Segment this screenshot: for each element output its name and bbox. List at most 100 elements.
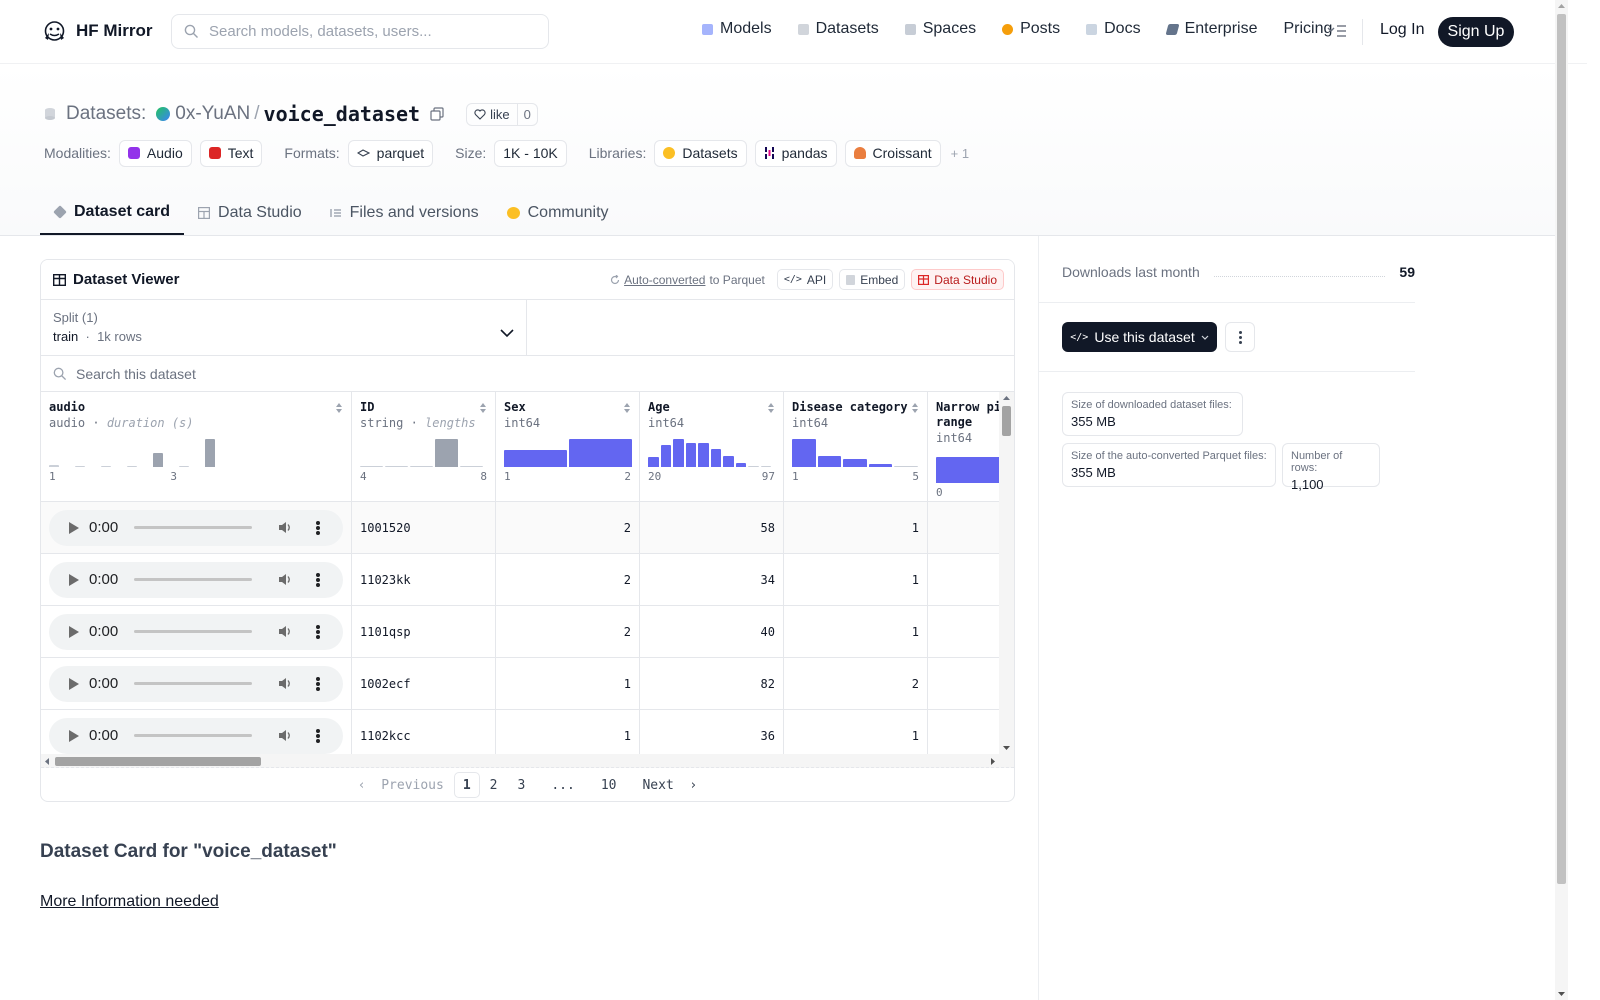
histogram-bar[interactable] [894,465,918,467]
library-pandas-chip[interactable]: pandas [754,139,837,167]
nav-pricing[interactable]: Pricing [1283,20,1332,38]
histogram-bar[interactable] [648,457,659,467]
split-selector[interactable]: Split (1) train · 1k rows [41,300,527,355]
scroll-thumb[interactable] [1002,406,1011,436]
volume-icon[interactable] [278,625,292,638]
histogram-bar[interactable] [179,465,189,467]
histogram-bar[interactable] [936,457,999,483]
histogram-bar[interactable] [101,465,111,467]
nav-enterprise[interactable]: Enterprise [1165,20,1257,38]
histogram-bar[interactable] [569,439,632,467]
histogram-bar[interactable] [792,439,816,467]
histogram-bar[interactable] [504,450,567,467]
sort-icon[interactable] [479,402,487,414]
tab-community[interactable]: Community [493,191,623,235]
histogram-bar[interactable] [760,465,771,467]
tab-files[interactable]: Files and versions [316,191,493,235]
modality-text-chip[interactable]: Text [199,139,263,167]
histogram-bar[interactable] [723,455,734,467]
page-3-button[interactable]: 3 [517,777,526,793]
org-link[interactable]: 0x-YuAN [175,103,251,124]
brand[interactable]: HF Mirror [42,18,153,43]
seek-bar[interactable] [134,578,253,581]
global-search[interactable] [171,14,549,49]
histogram-bar[interactable] [75,465,85,467]
histogram-bar[interactable] [205,439,215,467]
audio-player[interactable]: 0:00 [49,717,343,754]
play-icon[interactable] [69,729,79,742]
histogram-bar[interactable] [685,443,696,467]
modality-audio-chip[interactable]: Audio [118,139,192,167]
player-menu-icon[interactable] [316,728,321,743]
copy-icon[interactable] [430,107,444,121]
player-menu-icon[interactable] [316,624,321,639]
page-1-button[interactable]: 1 [453,772,480,798]
more-information-link[interactable]: More Information needed [40,893,219,910]
histogram-bar[interactable] [710,448,721,467]
seek-bar[interactable] [134,630,253,633]
volume-icon[interactable] [278,573,292,586]
horizontal-scrollbar[interactable] [41,754,1014,768]
histogram-bar[interactable] [385,465,408,467]
histogram-bar[interactable] [660,444,671,467]
signup-button[interactable]: Sign Up [1438,17,1514,47]
sort-icon[interactable] [623,402,631,414]
audio-player[interactable]: 0:00 [49,665,343,702]
prev-page-button[interactable]: ‹ Previous [357,777,444,793]
login-link[interactable]: Log In [1380,21,1425,38]
histogram-bar[interactable] [868,464,892,467]
more-options-button[interactable] [1225,322,1255,352]
data-studio-button[interactable]: Data Studio [911,269,1004,290]
tab-dataset-card[interactable]: Dataset card [40,191,185,235]
player-menu-icon[interactable] [316,572,321,587]
nav-posts[interactable]: Posts [1002,20,1060,38]
histogram-bar[interactable] [460,465,483,467]
histogram-bar[interactable] [153,453,163,467]
sort-icon[interactable] [767,402,775,414]
histogram-bar[interactable] [435,439,458,467]
nav-models[interactable]: Models [702,20,772,38]
seek-bar[interactable] [134,682,253,685]
histogram-bar[interactable] [127,465,137,467]
global-search-input[interactable] [209,23,529,40]
vertical-scrollbar[interactable] [999,392,1014,754]
library-croissant-chip[interactable]: Croissant [844,139,941,167]
play-icon[interactable] [69,521,79,534]
histogram-bar[interactable] [360,465,383,467]
more-libraries[interactable]: + 1 [950,145,970,161]
scroll-down-icon[interactable] [1002,745,1011,751]
scroll-up-icon[interactable] [1557,3,1566,9]
histogram-bar[interactable] [748,465,759,467]
histogram-bar[interactable] [817,455,841,467]
repo-name[interactable]: voice_dataset [263,102,421,126]
more-menu-icon[interactable] [1327,23,1347,39]
sort-icon[interactable] [911,402,919,414]
histogram-bar[interactable] [843,458,867,467]
format-parquet-chip[interactable]: parquet [347,139,434,167]
use-dataset-button[interactable]: </> Use this dataset [1062,322,1217,352]
audio-player[interactable]: 0:00 [49,613,343,650]
nav-datasets[interactable]: Datasets [797,20,879,38]
histogram-bar[interactable] [735,462,746,467]
play-icon[interactable] [69,625,79,638]
scroll-left-icon[interactable] [44,757,50,766]
player-menu-icon[interactable] [316,520,321,535]
dataset-search-input[interactable] [76,365,576,382]
nav-docs[interactable]: Docs [1086,20,1141,38]
dataset-search[interactable] [41,356,1014,392]
player-menu-icon[interactable] [316,676,321,691]
histogram-bar[interactable] [410,465,433,467]
audio-player[interactable]: 0:00 [49,509,343,546]
library-datasets-chip[interactable]: Datasets [654,139,747,167]
nav-spaces[interactable]: Spaces [904,20,976,38]
seek-bar[interactable] [134,526,253,529]
page-10-button[interactable]: 10 [600,777,617,793]
like-button[interactable]: like 0 [466,102,538,126]
audio-player[interactable]: 0:00 [49,561,343,598]
seek-bar[interactable] [134,734,253,737]
page-scrollbar[interactable] [1555,0,1568,1000]
api-button[interactable]: </> API [776,269,834,290]
histogram-bar[interactable] [49,464,59,467]
tab-data-studio[interactable]: Data Studio [184,191,316,235]
scroll-thumb[interactable] [55,757,261,766]
